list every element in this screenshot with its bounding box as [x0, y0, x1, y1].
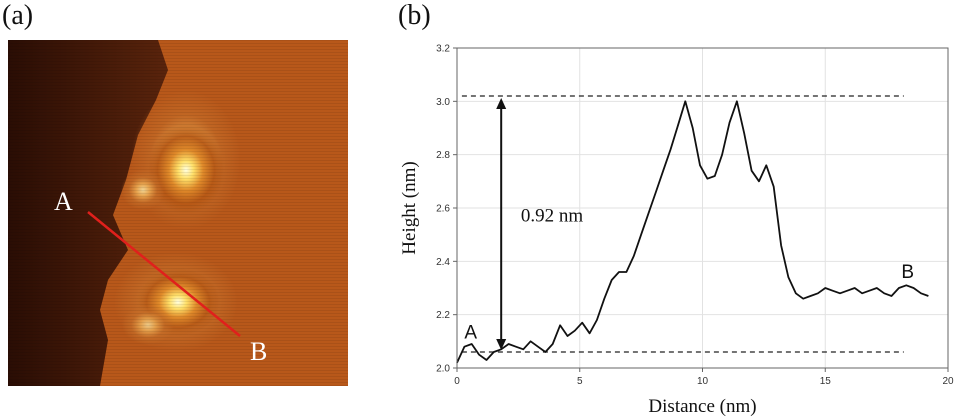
height-difference-label: 0.92 nm [521, 205, 584, 226]
profile-series-line [456, 100, 929, 364]
y-tick-label: 2.2 [436, 310, 450, 321]
series-layer [456, 100, 929, 364]
reference-lines [461, 95, 904, 353]
scan-lines [8, 40, 348, 386]
profile-line-ab [87, 211, 241, 337]
height-arrow [496, 98, 507, 350]
height-profile-chart: 0 5 10 15 20 2.0 2.2 2.4 2.6 2.8 3.0 3.2 Height (nm… [399, 44, 954, 418]
x-tick-label: 10 [697, 376, 709, 387]
x-axis-title: Distance (nm) [648, 396, 756, 417]
y-axis-title: Height (nm) [399, 161, 420, 254]
profile-start-label: A [464, 323, 477, 344]
x-tick-label: 15 [820, 376, 832, 387]
x-tick-label: 5 [577, 376, 583, 387]
x-tick-label: 20 [942, 376, 954, 387]
panel-label-a: (a) [2, 0, 34, 31]
profile-end-label: B [901, 262, 914, 283]
point-b-label: B [250, 337, 267, 366]
x-tick-label: 0 [454, 376, 460, 387]
y-tick-label: 2.8 [436, 150, 450, 161]
stm-image: A B [8, 40, 348, 386]
panel-label-b: (b) [398, 0, 431, 31]
y-tick-label: 3.0 [436, 97, 450, 108]
arrow-head-down [496, 339, 507, 350]
y-tick-label: 2.4 [436, 257, 450, 268]
arrow-head-up [496, 98, 507, 109]
y-tick-label: 2.0 [436, 364, 450, 375]
tick-layer: 0 5 10 15 20 2.0 2.2 2.4 2.6 2.8 3.0 3.2 [436, 44, 954, 388]
y-tick-label: 3.2 [436, 44, 450, 55]
y-tick-label: 2.6 [436, 204, 450, 215]
point-a-label: A [54, 187, 73, 216]
